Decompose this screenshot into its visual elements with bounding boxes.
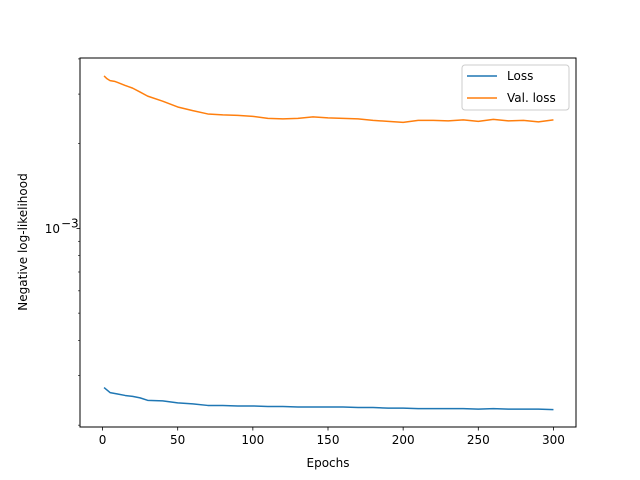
x-tick-label: 150 (317, 433, 340, 447)
x-tick-label: 200 (392, 433, 415, 447)
legend-label-loss: Loss (507, 69, 533, 83)
y-tick-exponent: −3 (61, 216, 79, 230)
axes-frame (79, 57, 577, 428)
y-axis-label: Negative log-likelihood (16, 173, 30, 310)
legend: Loss Val. loss (461, 64, 570, 111)
x-tick-label: 250 (467, 433, 490, 447)
x-axis-label: Epochs (307, 456, 350, 470)
x-tick-label: 50 (170, 433, 185, 447)
x-tick-label: 300 (542, 433, 565, 447)
legend-label-val-loss: Val. loss (507, 91, 556, 105)
y-tick-label: 10 (45, 222, 60, 236)
plot-area (80, 58, 576, 427)
ticks-layer: 0 50 100 150 200 250 300 10 −3 (45, 58, 565, 447)
x-tick-label: 0 (99, 433, 107, 447)
series-layer (103, 75, 554, 411)
x-tick-label: 100 (241, 433, 264, 447)
series-line-loss (103, 386, 554, 411)
series-line-val-loss (103, 75, 554, 124)
